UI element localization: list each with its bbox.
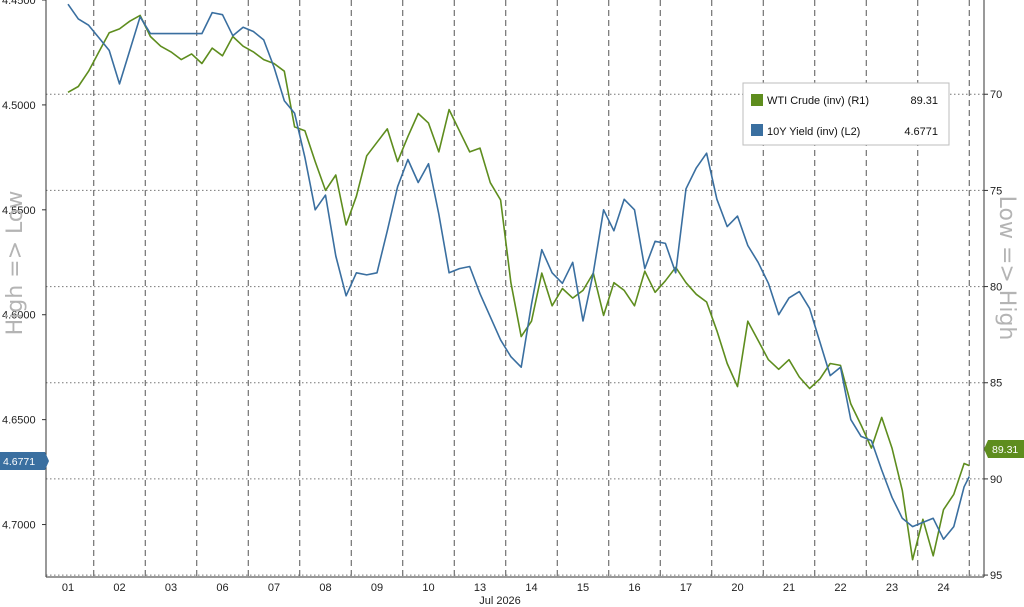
left-tick-label: 4.7000 [2,520,36,532]
left-tick-label: 4.6000 [2,310,36,322]
legend-box [742,82,950,146]
legend-swatch-wti [751,94,763,106]
gridlines [46,0,984,577]
legend-label-10y: 10Y Yield (inv) (L2) [767,126,860,138]
x-tick-label: 03 [165,582,177,594]
x-tick-label: 13 [474,582,486,594]
x-tick-label: 23 [886,582,898,594]
legend-value-wti: 89.31 [910,95,938,107]
x-tick-label: 16 [628,582,640,594]
x-axis-ticks: 01 02 03 06 07 08 09 10 13 14 15 16 17 20 21 22 23 24 [62,582,950,594]
legend-swatch-10y [751,124,763,136]
last-value-tag-wti-text: 89.31 [992,444,1018,456]
x-tick-label: 15 [577,582,589,594]
x-axis-title: Jul 2026 [479,595,521,607]
last-value-tag-wti: 89.31 [984,440,1024,458]
last-value-tag-10y-shape [0,452,49,470]
x-tick-label: 06 [216,582,228,594]
legend-label-wti: WTI Crude (inv) (R1) [767,95,869,107]
right-tick-label: 90 [990,474,1002,486]
x-tick-label: 22 [834,582,846,594]
last-value-tag-wti-shape [984,440,1024,458]
x-tick-label: 21 [783,582,795,594]
x-tick-label: 02 [113,582,125,594]
right-tick-label: 75 [990,185,1002,197]
left-axis-label: High => Low [3,191,28,336]
left-tick-label: 4.4500 [2,0,36,7]
x-tick-label: 10 [422,582,434,594]
right-tick-label: 95 [990,570,1002,582]
series-lines [67,3,971,561]
right-tick-label: 85 [990,378,1002,390]
right-axis-label: Low => High [994,196,1019,341]
legend-value-10y: 4.6771 [904,126,938,138]
left-tick-label: 4.5500 [2,205,36,217]
x-tick-label: 14 [525,582,537,594]
x-tick-label: 01 [62,582,74,594]
legend[interactable]: WTI Crude (inv) (R1) 89.31 10Y Yield (in… [742,82,950,146]
left-tick-label: 4.6500 [2,415,36,427]
x-tick-label: 08 [319,582,331,594]
axes [45,0,985,578]
right-tick-label: 80 [990,282,1002,294]
left-tick-label: 4.5000 [2,100,36,112]
last-value-tag-10y-text: 4.6771 [3,456,35,468]
x-tick-label: 24 [937,582,949,594]
last-value-tag-10y: 4.6771 [0,452,49,470]
x-tick-label: 17 [680,582,692,594]
right-tick-label: 70 [990,89,1002,101]
x-tick-label: 07 [268,582,280,594]
left-axis-ticks: 4.4500 4.5000 4.5500 4.6000 4.6500 4.7000 [2,0,46,532]
x-tick-label: 09 [371,582,383,594]
x-tick-label: 20 [731,582,743,594]
series-line-wti [67,14,970,561]
series-line-10y [67,3,971,540]
right-axis-ticks: 70 75 80 85 90 95 [984,89,1002,582]
